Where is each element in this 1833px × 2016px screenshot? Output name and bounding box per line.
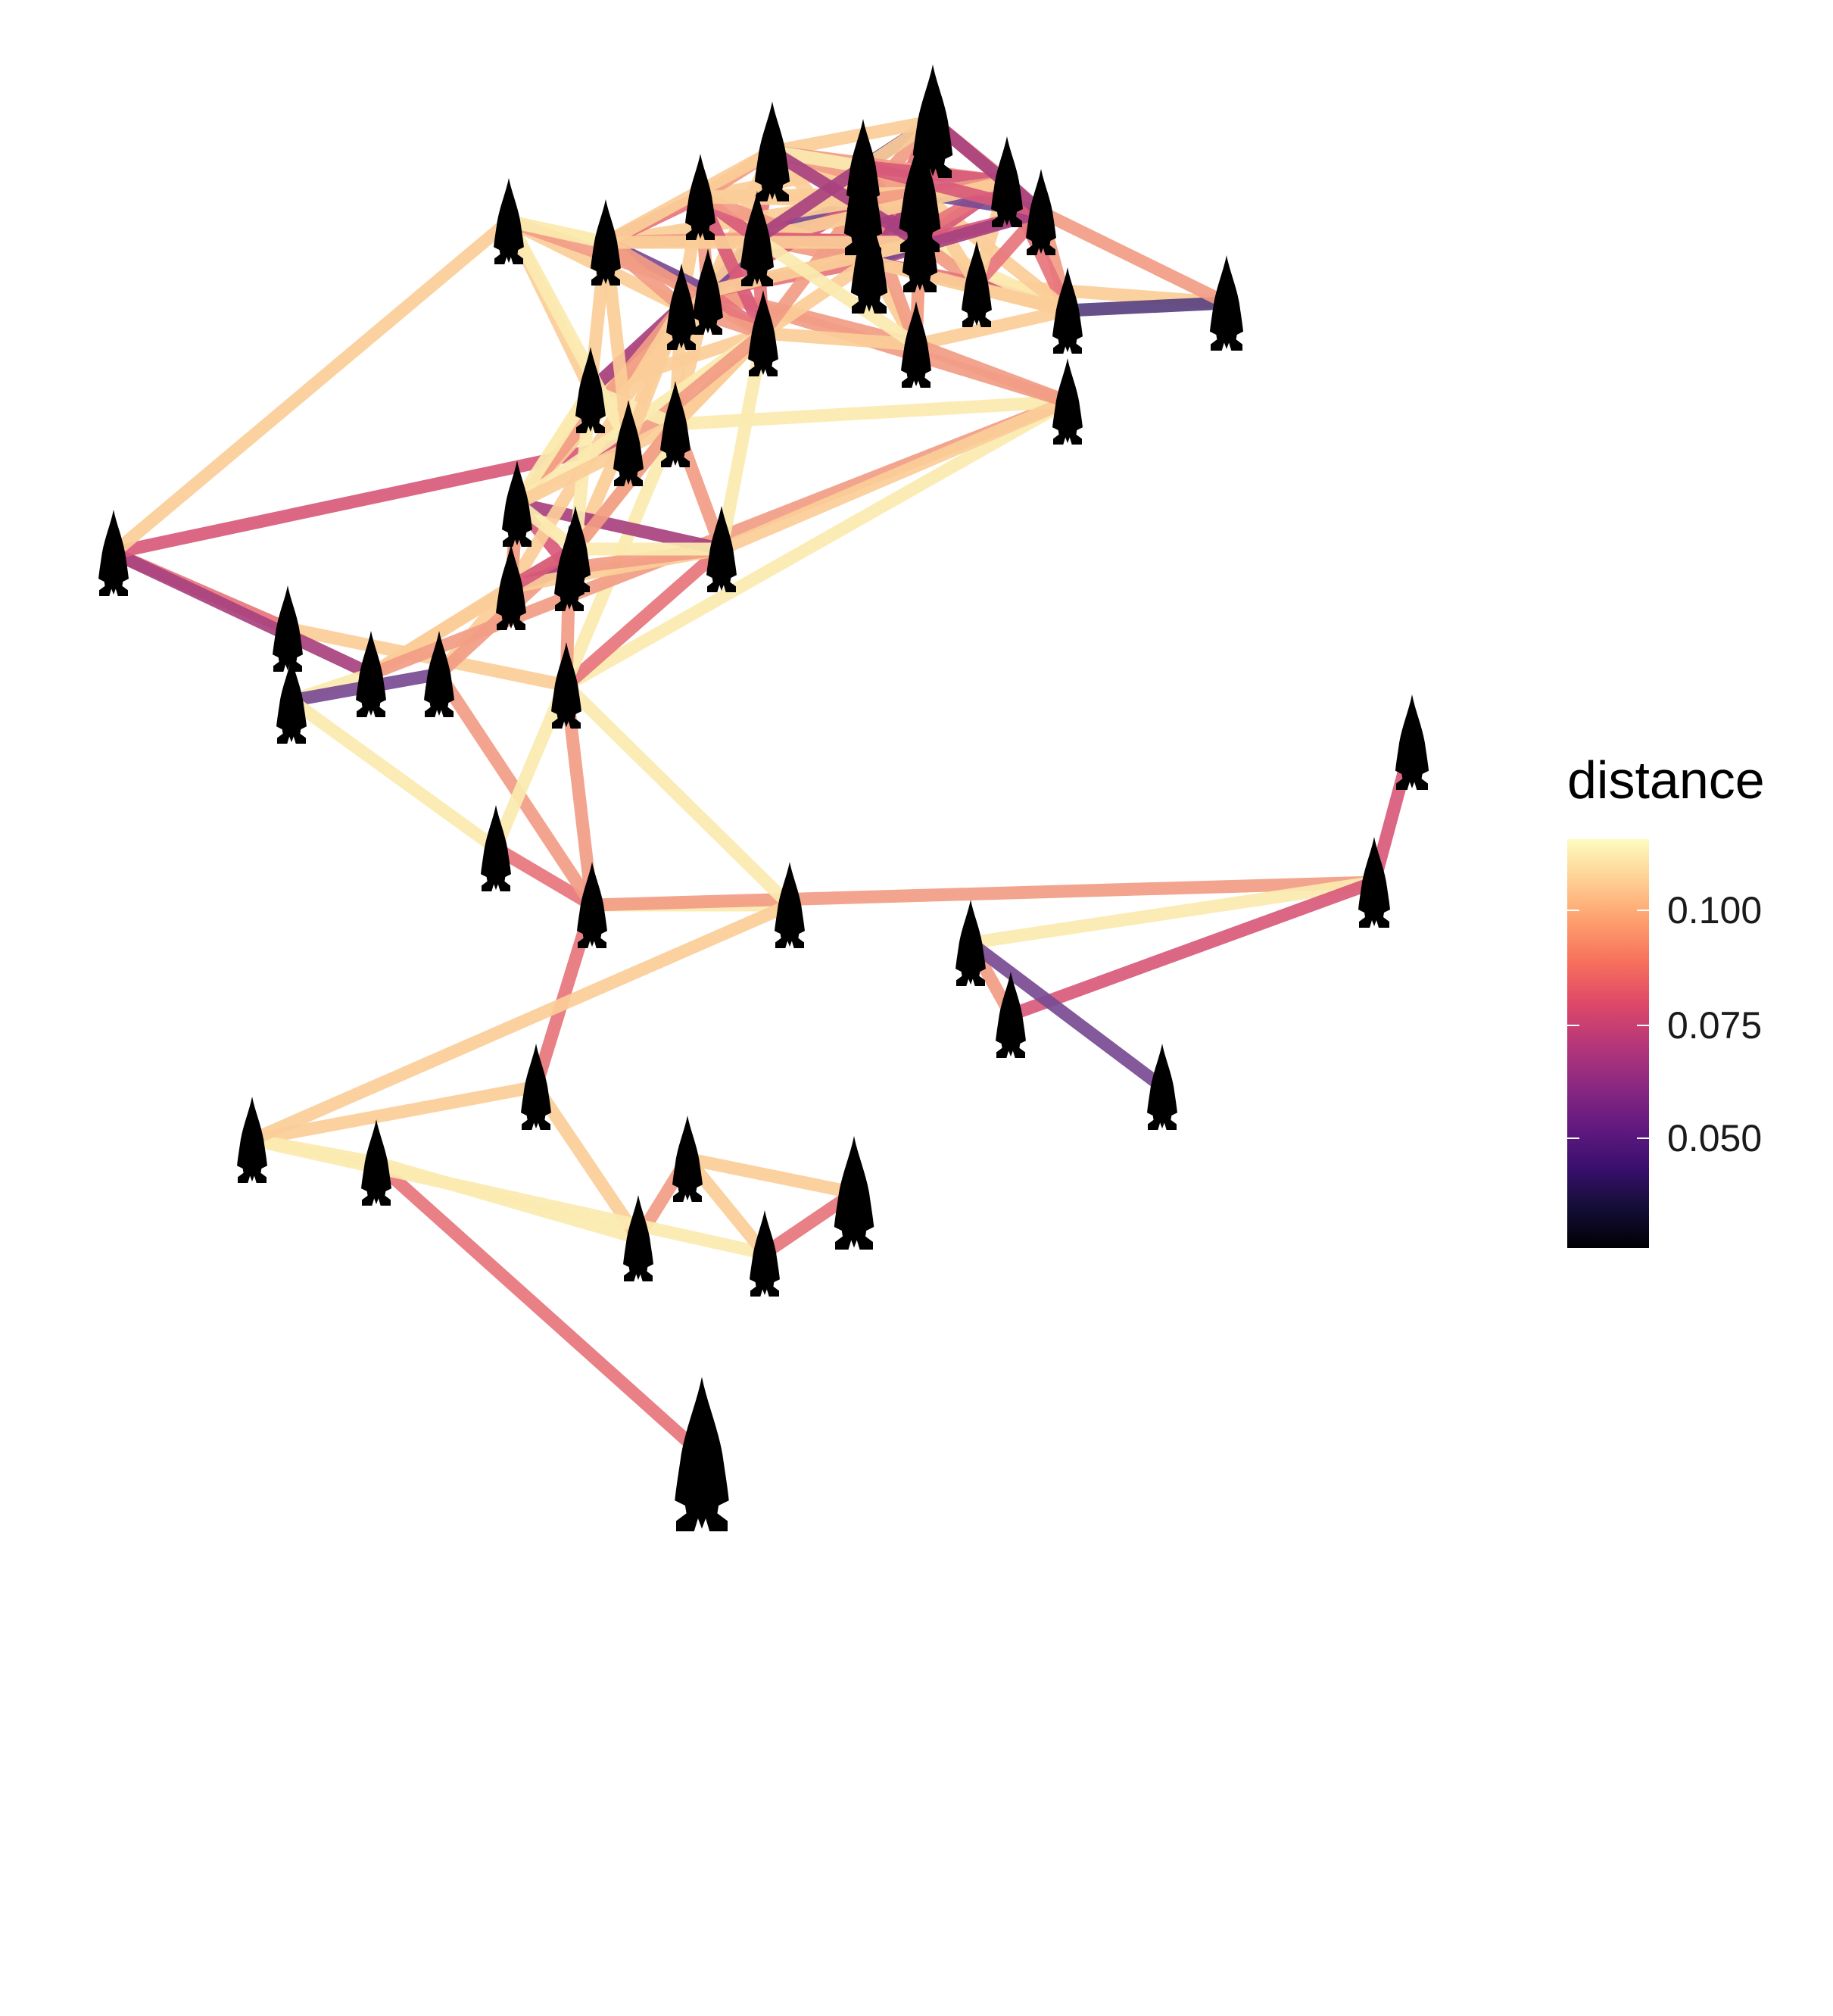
legend-label-0050: 0.050 bbox=[1667, 1117, 1763, 1159]
projectile-point-icon bbox=[1209, 255, 1244, 351]
edge-light-orange bbox=[915, 304, 1069, 351]
edge-magenta bbox=[768, 145, 924, 248]
projectile-point-icon bbox=[273, 585, 303, 672]
edge-pale bbox=[503, 217, 634, 447]
edge-salmon bbox=[591, 875, 1375, 912]
edge-pale bbox=[562, 680, 794, 910]
projectile-point-icon bbox=[361, 1119, 391, 1206]
projectile-point-icon bbox=[750, 1210, 780, 1297]
edge-coral bbox=[562, 544, 726, 691]
edge-coral bbox=[492, 842, 596, 911]
projectile-point-icon bbox=[672, 1116, 703, 1202]
legend-label-0075: 0.075 bbox=[1667, 1004, 1763, 1047]
edge-dark-purple bbox=[1067, 296, 1227, 317]
edge-salmon bbox=[624, 328, 768, 448]
edge-salmon bbox=[570, 420, 681, 554]
edge-light-orange bbox=[762, 326, 917, 351]
edge-purple bbox=[966, 938, 1167, 1092]
edge-light-orange bbox=[249, 899, 793, 1146]
edge-magenta bbox=[111, 547, 374, 680]
edge-light-orange bbox=[771, 114, 934, 158]
edge-coral bbox=[529, 903, 599, 1089]
color-legend: distance 0.100 0.075 0.050 bbox=[1545, 750, 1832, 1280]
edge-light-orange bbox=[530, 1083, 644, 1242]
projectile-point-icon bbox=[775, 862, 805, 948]
projectile-point-icon bbox=[834, 1136, 874, 1250]
projectile-point-icon bbox=[98, 510, 129, 596]
edge-light-orange bbox=[514, 418, 678, 510]
edge-pale bbox=[563, 395, 1071, 691]
edge-light-orange bbox=[719, 395, 1071, 555]
edge-pale bbox=[288, 695, 500, 854]
projectile-point-icon bbox=[1052, 358, 1083, 445]
edge-coral bbox=[372, 1157, 706, 1459]
projectile-point-icon bbox=[623, 1195, 653, 1281]
edge-magenta bbox=[753, 161, 867, 245]
legend-label-0100: 0.100 bbox=[1667, 889, 1763, 932]
edge-light-orange bbox=[109, 216, 513, 558]
projectile-point-icon bbox=[237, 1097, 267, 1183]
edge-pink-red bbox=[1008, 876, 1376, 1021]
edge-pale bbox=[507, 214, 607, 249]
edge-light-orange bbox=[251, 1080, 538, 1147]
projectile-point-icon bbox=[675, 1377, 729, 1531]
legend-colorbar bbox=[1567, 839, 1649, 1248]
edge-pale bbox=[969, 875, 1376, 950]
projectile-point-icon bbox=[1147, 1044, 1177, 1130]
edge-magenta bbox=[928, 116, 1046, 217]
legend-title: distance bbox=[1567, 751, 1765, 810]
edge-pale bbox=[753, 232, 920, 351]
edge-light-orange bbox=[759, 255, 873, 339]
edge-salmon bbox=[1038, 206, 1230, 309]
edge-pale bbox=[251, 1133, 766, 1260]
node-layer bbox=[98, 64, 1429, 1531]
edge-light-orange bbox=[686, 1152, 856, 1200]
edge-pale bbox=[490, 421, 681, 851]
